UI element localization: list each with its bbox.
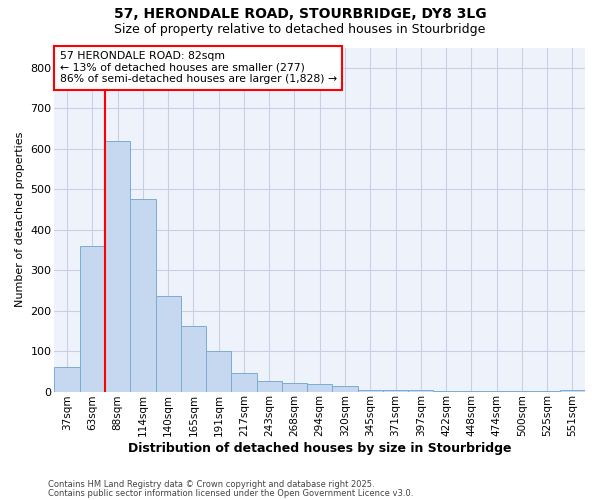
- Bar: [232, 372, 257, 392]
- Text: Contains HM Land Registry data © Crown copyright and database right 2025.: Contains HM Land Registry data © Crown c…: [48, 480, 374, 489]
- Bar: [206, 351, 232, 392]
- Text: Size of property relative to detached houses in Stourbridge: Size of property relative to detached ho…: [115, 22, 485, 36]
- Y-axis label: Number of detached properties: Number of detached properties: [15, 132, 25, 307]
- Bar: [358, 390, 383, 392]
- Bar: [560, 390, 585, 392]
- Bar: [55, 368, 80, 392]
- Bar: [155, 296, 181, 392]
- X-axis label: Distribution of detached houses by size in Stourbridge: Distribution of detached houses by size …: [128, 442, 511, 455]
- Bar: [383, 390, 408, 392]
- Text: 57 HERONDALE ROAD: 82sqm
← 13% of detached houses are smaller (277)
86% of semi-: 57 HERONDALE ROAD: 82sqm ← 13% of detach…: [60, 51, 337, 84]
- Text: Contains public sector information licensed under the Open Government Licence v3: Contains public sector information licen…: [48, 489, 413, 498]
- Bar: [181, 326, 206, 392]
- Bar: [105, 140, 130, 392]
- Bar: [332, 386, 358, 392]
- Bar: [80, 246, 105, 392]
- Bar: [307, 384, 332, 392]
- Bar: [433, 390, 458, 392]
- Bar: [408, 390, 433, 392]
- Text: 57, HERONDALE ROAD, STOURBRIDGE, DY8 3LG: 57, HERONDALE ROAD, STOURBRIDGE, DY8 3LG: [113, 8, 487, 22]
- Bar: [130, 200, 155, 392]
- Bar: [282, 382, 307, 392]
- Bar: [257, 382, 282, 392]
